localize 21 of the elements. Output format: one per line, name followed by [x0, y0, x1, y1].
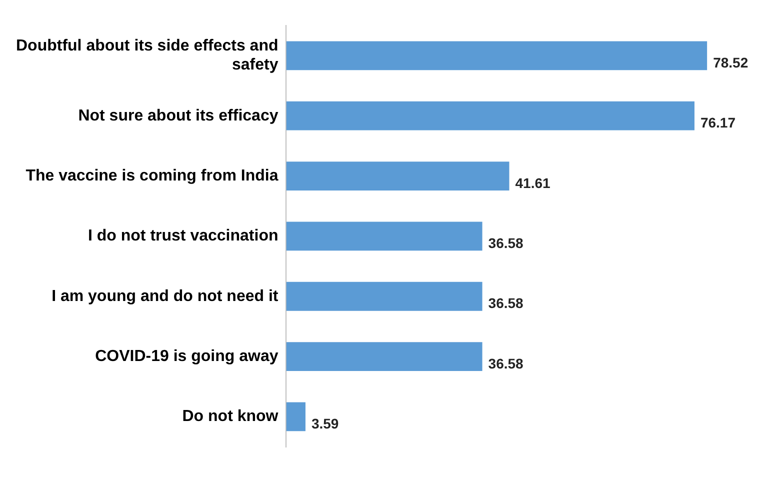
y-tick-label: I do not trust vaccination: [88, 228, 278, 245]
data-label: 41.61: [515, 174, 550, 191]
data-label: 36.58: [488, 355, 524, 372]
bar: [286, 162, 510, 190]
y-tick-label: I am young and do not need it: [52, 288, 279, 305]
bar: [286, 342, 482, 371]
bar: [286, 222, 482, 251]
data-label: 36.58: [488, 295, 524, 312]
y-tick-label: Do not know: [182, 408, 279, 426]
y-tick-label: Not sure about its efficacy: [78, 107, 278, 124]
bar: [286, 282, 482, 311]
y-tick-label: Doubtful about its side effects and safety: [16, 37, 278, 74]
bar: [286, 101, 694, 130]
data-label: 78.52: [713, 54, 748, 71]
data-label: 36.58: [488, 235, 524, 252]
y-tick-label: The vaccine is coming from India: [26, 167, 278, 184]
y-tick-label: COVID-19 is going away: [95, 348, 278, 365]
data-label: 76.17: [700, 114, 736, 131]
bar: [286, 41, 708, 70]
data-label: 3.59: [311, 416, 339, 432]
bar: [286, 402, 306, 432]
